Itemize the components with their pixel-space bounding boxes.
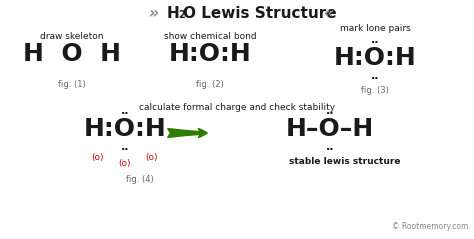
Text: O Lewis Structure: O Lewis Structure [183, 6, 337, 21]
Text: H:O:H: H:O:H [334, 46, 416, 70]
Text: draw skeleton: draw skeleton [40, 32, 104, 41]
Text: mark lone pairs: mark lone pairs [340, 24, 410, 33]
Text: © Rootmemory.com: © Rootmemory.com [392, 222, 468, 231]
Text: «: « [323, 6, 333, 21]
Text: (o): (o) [92, 153, 104, 162]
Text: (o): (o) [119, 159, 131, 168]
Text: ··: ·· [326, 109, 334, 119]
Text: H: H [167, 6, 180, 21]
Text: ··: ·· [121, 145, 129, 155]
Text: fig. (1): fig. (1) [58, 80, 86, 89]
Text: ··: ·· [371, 74, 379, 84]
Text: show chemical bond: show chemical bond [164, 32, 256, 41]
Text: »: » [148, 6, 158, 21]
Text: calculate formal charge and check stability: calculate formal charge and check stabil… [139, 103, 335, 112]
Text: H:O:H: H:O:H [83, 117, 166, 141]
Text: stable lewis structure: stable lewis structure [289, 157, 401, 166]
Text: fig. (2): fig. (2) [196, 80, 224, 89]
Text: ··: ·· [371, 38, 379, 48]
Text: 2: 2 [178, 10, 185, 20]
Text: (o): (o) [146, 153, 158, 162]
Text: fig. (4): fig. (4) [126, 175, 154, 184]
Text: fig. (3): fig. (3) [361, 86, 389, 95]
Text: H–O–H: H–O–H [286, 117, 374, 141]
Text: H  O  H: H O H [23, 42, 121, 66]
Text: ··: ·· [121, 109, 129, 119]
Text: H:O:H: H:O:H [169, 42, 251, 66]
Text: ··: ·· [326, 145, 334, 155]
